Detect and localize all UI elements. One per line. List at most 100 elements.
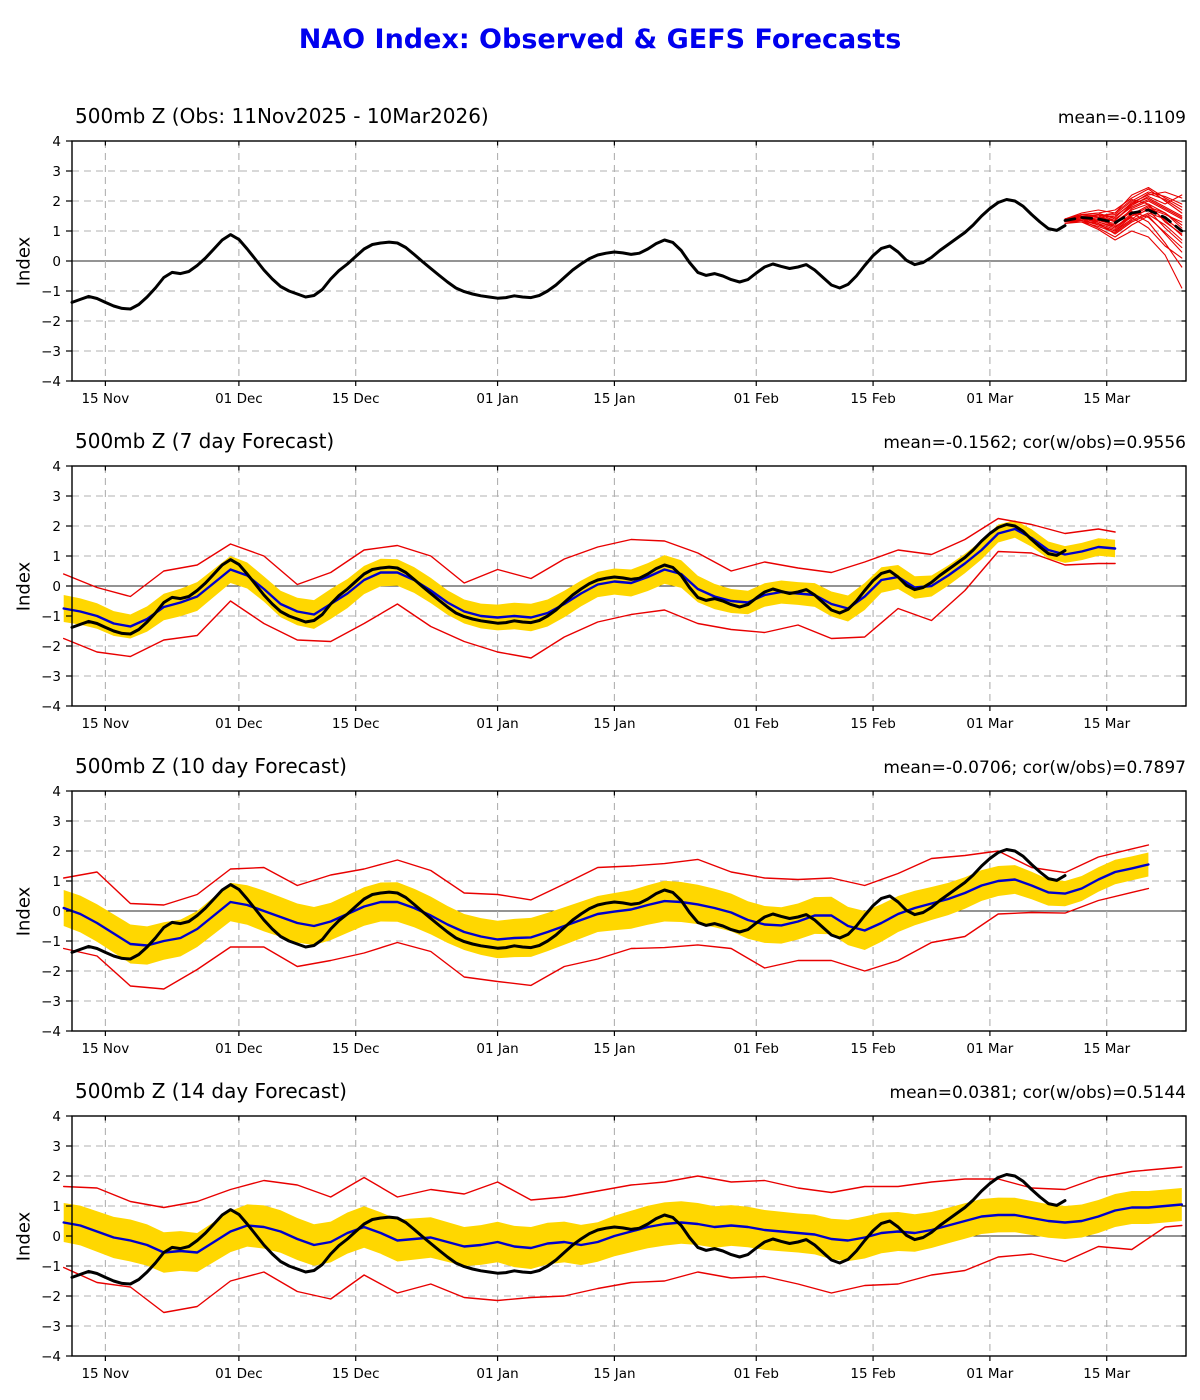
panel-title: 500mb Z (10 day Forecast) — [75, 754, 347, 778]
x-tick-label: 15 Feb — [850, 391, 895, 407]
y-tick-label: 0 — [52, 1229, 61, 1245]
panel-stats: mean=-0.0706; cor(w/obs)=0.7897 — [883, 758, 1186, 778]
ensemble-member-line — [1064, 206, 1183, 229]
x-tick-label: 01 Jan — [476, 391, 518, 407]
x-tick-label: 15 Mar — [1083, 1041, 1130, 1057]
x-tick-label: 15 Dec — [332, 391, 380, 407]
y-tick-label: −3 — [41, 994, 61, 1010]
figure-title: NAO Index: Observed & GEFS Forecasts — [298, 24, 902, 55]
panel-14day-header: 500mb Z (14 day Forecast) mean=0.0381; c… — [0, 1079, 1186, 1103]
spread-band — [63, 1188, 1182, 1273]
spread-band — [63, 520, 1116, 639]
y-tick-label: −4 — [41, 374, 61, 390]
envelope-upper-line — [63, 844, 1150, 906]
spread-band — [63, 852, 1149, 965]
ensemble-mean-dashed-line — [1063, 208, 1184, 233]
y-tick-label: 4 — [52, 459, 61, 475]
x-tick-label: 15 Feb — [850, 1366, 895, 1382]
panel-observed: Index 15 Nov 01 Dec 15 Dec 01 Jan 15 Jan 01 F… — [0, 134, 1200, 413]
observed-line — [70, 1173, 1067, 1286]
y-axis-label: Index — [13, 1211, 35, 1262]
panel-observed-plot: 15 Nov 01 Dec 15 Dec 01 Jan 15 Jan 01 Feb 15 F… — [41, 134, 1187, 407]
x-tick-label: 01 Feb — [734, 391, 779, 407]
x-tick-label: 01 Jan — [476, 1366, 518, 1382]
y-tick-label: 2 — [52, 844, 61, 860]
observed-line — [70, 523, 1067, 636]
y-axis-label: Index — [13, 236, 35, 287]
y-tick-label: 4 — [52, 134, 61, 150]
y-tick-label: 2 — [52, 194, 61, 210]
x-tick-label: 15 Dec — [332, 1366, 380, 1382]
x-tick-label: 01 Dec — [215, 391, 263, 407]
y-tick-label: −2 — [41, 314, 61, 330]
y-tick-label: 1 — [52, 1199, 61, 1215]
panel-7day-plot: 15 Nov 01 Dec 15 Dec 01 Jan 15 Jan 01 Feb 15 F… — [41, 459, 1187, 732]
panel-14day-plot: 15 Nov 01 Dec 15 Dec 01 Jan 15 Jan 01 Feb 15 F… — [41, 1109, 1187, 1382]
panel-stats: mean=-0.1562; cor(w/obs)=0.9556 — [883, 433, 1186, 453]
y-tick-label: 4 — [52, 784, 61, 800]
y-tick-label: −1 — [41, 934, 61, 950]
envelope-lower-line — [63, 1224, 1183, 1314]
forecast-mean-line — [62, 863, 1150, 947]
ensemble-member-line — [1064, 204, 1183, 237]
y-tick-label: −3 — [41, 1319, 61, 1335]
x-tick-label: 15 Dec — [332, 1041, 380, 1057]
y-tick-label: 1 — [52, 874, 61, 890]
x-tick-label: 01 Jan — [476, 1041, 518, 1057]
x-tick-label: 15 Feb — [850, 1041, 895, 1057]
panel-observed-header: 500mb Z (Obs: 11Nov2025 - 10Mar2026) mea… — [0, 104, 1186, 128]
x-tick-label: 01 Dec — [215, 1366, 263, 1382]
y-tick-label: 2 — [52, 1169, 61, 1185]
y-tick-label: 0 — [52, 904, 61, 920]
envelope-lower-line — [63, 887, 1150, 990]
x-tick-label: 01 Mar — [966, 391, 1013, 407]
y-tick-label: −3 — [41, 669, 61, 685]
panel-7day-header: 500mb Z (7 day Forecast) mean=-0.1562; c… — [0, 429, 1186, 453]
x-tick-label: 15 Feb — [850, 716, 895, 732]
y-tick-label: 2 — [52, 519, 61, 535]
y-tick-label: 0 — [52, 579, 61, 595]
y-tick-label: −2 — [41, 1289, 61, 1305]
y-tick-label: 3 — [52, 164, 61, 180]
ensemble-member-line — [1064, 198, 1183, 235]
y-tick-label: −2 — [41, 964, 61, 980]
x-tick-label: 01 Dec — [215, 1041, 263, 1057]
y-axis-label: Index — [13, 561, 35, 612]
x-tick-label: 15 Jan — [593, 716, 635, 732]
y-tick-label: −1 — [41, 1259, 61, 1275]
envelope-upper-line — [63, 517, 1116, 598]
y-tick-label: −1 — [41, 609, 61, 625]
y-tick-label: 3 — [52, 814, 61, 830]
x-tick-label: 15 Nov — [81, 1366, 129, 1382]
x-tick-label: 15 Jan — [593, 1366, 635, 1382]
panel-10day-header: 500mb Z (10 day Forecast) mean=-0.0706; … — [0, 754, 1186, 778]
y-tick-label: 4 — [52, 1109, 61, 1125]
y-tick-label: 1 — [52, 224, 61, 240]
panel-title: 500mb Z (14 day Forecast) — [75, 1079, 347, 1103]
x-tick-label: 01 Mar — [966, 1366, 1013, 1382]
x-tick-label: 15 Nov — [81, 716, 129, 732]
x-tick-label: 15 Mar — [1083, 391, 1130, 407]
x-tick-label: 15 Dec — [332, 716, 380, 732]
panel-title: 500mb Z (Obs: 11Nov2025 - 10Mar2026) — [75, 104, 489, 128]
x-tick-label: 01 Dec — [215, 716, 263, 732]
envelope-lower-line — [63, 550, 1116, 659]
forecast-mean-line — [62, 527, 1117, 628]
observed-line — [70, 848, 1067, 961]
panel-7day: Index 15 Nov 01 Dec 15 Dec 01 Jan 15 Jan 01 F… — [0, 459, 1200, 738]
y-tick-label: 0 — [52, 254, 61, 270]
x-tick-label: 01 Jan — [476, 716, 518, 732]
x-tick-label: 15 Jan — [593, 391, 635, 407]
x-tick-label: 01 Feb — [734, 1041, 779, 1057]
y-tick-label: 3 — [52, 489, 61, 505]
panel-10day: Index 15 Nov 01 Dec 15 Dec 01 Jan 15 Jan 01 F… — [0, 784, 1200, 1063]
panel-10day-plot: 15 Nov 01 Dec 15 Dec 01 Jan 15 Jan 01 Feb 15 F… — [41, 784, 1187, 1057]
x-tick-label: 01 Feb — [734, 1366, 779, 1382]
y-tick-label: −4 — [41, 1024, 61, 1040]
y-tick-label: −4 — [41, 699, 61, 715]
y-tick-label: −1 — [41, 284, 61, 300]
x-tick-label: 15 Nov — [81, 391, 129, 407]
x-tick-label: 01 Mar — [966, 1041, 1013, 1057]
x-tick-label: 15 Jan — [593, 1041, 635, 1057]
